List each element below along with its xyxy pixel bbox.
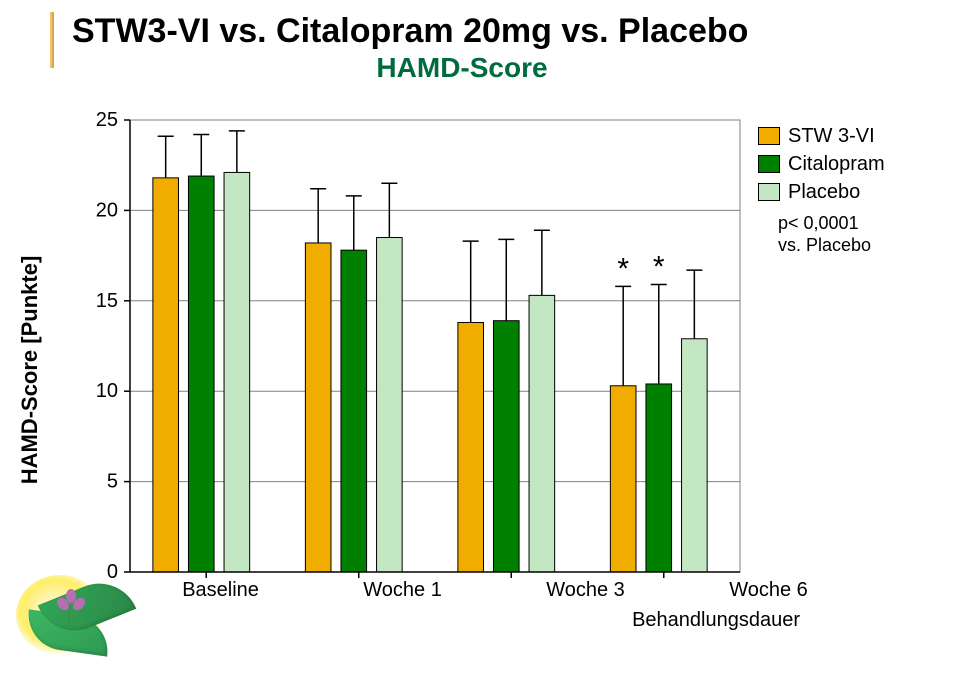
legend-label: Citalopram <box>788 150 885 178</box>
chart-container: HAMD-Score [Punkte] 5101520250** STW 3-V… <box>40 110 920 630</box>
y-axis-title: HAMD-Score [Punkte] <box>17 256 43 485</box>
legend-label: Placebo <box>788 178 860 206</box>
chart-legend: STW 3-VICitalopramPlacebo <box>758 122 885 206</box>
slide-accent-bar <box>50 12 54 68</box>
x-tick-label: Woche 1 <box>363 579 442 602</box>
svg-text:15: 15 <box>96 290 118 312</box>
brand-logo <box>8 561 148 671</box>
legend-label: STW 3-VI <box>788 122 875 150</box>
x-tick-label: Woche 6 <box>729 579 808 602</box>
legend-swatch <box>758 155 780 173</box>
svg-text:5: 5 <box>107 471 118 493</box>
legend-item: Placebo <box>758 178 885 206</box>
legend-swatch <box>758 127 780 145</box>
legend-item: Citalopram <box>758 150 885 178</box>
svg-text:*: * <box>617 252 629 285</box>
legend-swatch <box>758 183 780 201</box>
svg-text:10: 10 <box>96 380 118 402</box>
x-tick-label: Baseline <box>182 579 259 602</box>
x-axis-title: Behandlungsdauer <box>632 609 800 632</box>
svg-text:*: * <box>653 251 665 284</box>
significance-note: p< 0,0001vs. Placebo <box>778 212 871 256</box>
legend-item: STW 3-VI <box>758 122 885 150</box>
x-tick-label: Woche 3 <box>546 579 625 602</box>
svg-text:25: 25 <box>96 110 118 131</box>
x-axis-labels: Baseline Woche 1 Woche 3 Woche 6 <box>40 579 920 602</box>
svg-text:20: 20 <box>96 199 118 221</box>
slide-subtitle: HAMD-Score <box>72 52 852 84</box>
slide-title: STW3-VI vs. Citalopram 20mg vs. Placebo <box>72 12 748 51</box>
